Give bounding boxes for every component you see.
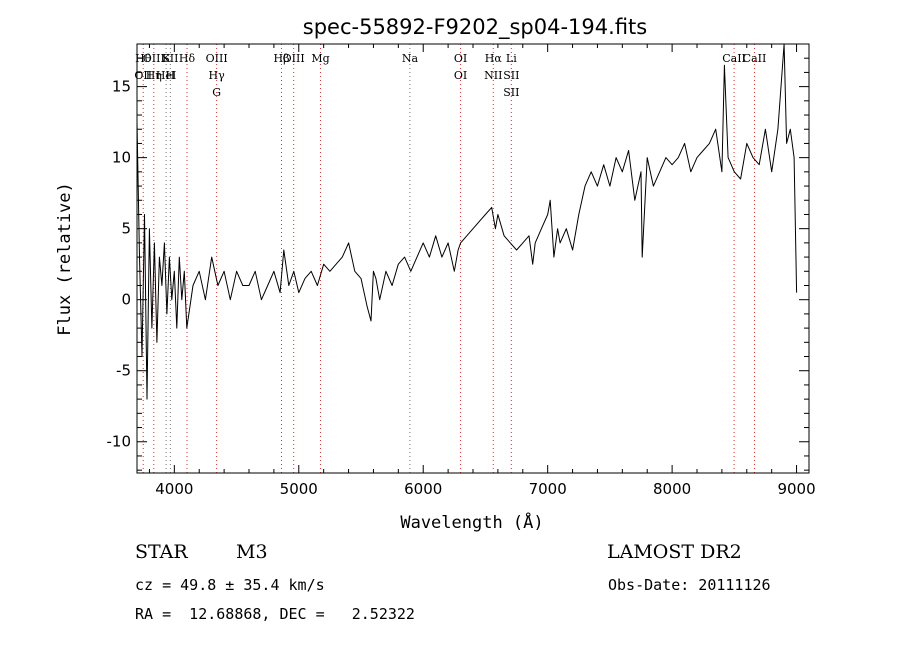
spectral-line-label: CaII <box>722 52 746 65</box>
spectral-line-label: Na <box>402 52 419 65</box>
spectral-line-label: Hδ <box>179 52 196 65</box>
spectral-line-label: K <box>162 52 171 65</box>
spectral-line-label: OIII <box>143 52 165 65</box>
spectral-line-label: G <box>212 86 221 99</box>
x-tick-label: 4000 <box>155 480 193 498</box>
sky-coordinates: RA = 12.68868, DEC = 2.52322 <box>135 605 415 623</box>
x-tick-label: 6000 <box>404 480 442 498</box>
x-tick-label: 9000 <box>777 480 815 498</box>
flux-series-line <box>136 43 798 400</box>
spectral-line-label: Hα <box>485 52 503 65</box>
spectral-line-label: H <box>166 69 176 82</box>
spectral-line-label: OIII <box>206 52 228 65</box>
y-axis-label: Flux (relative) <box>55 182 75 336</box>
spectral-line-label: Li <box>506 52 517 65</box>
spectral-line-label: OI <box>454 52 467 65</box>
spectral-line-label: Mg <box>311 52 329 65</box>
observation-date: Obs-Date: 20111126 <box>608 576 771 594</box>
y-tick-label: 10 <box>112 149 131 167</box>
spectral-line-label: SII <box>162 52 178 65</box>
spectral-line-label: Hθ <box>135 52 152 65</box>
spectral-line-label: OI <box>454 69 467 82</box>
chart-title: spec-55892-F9202_sp04-194.fits <box>303 15 647 40</box>
spectral-line-label: HeI <box>156 69 176 82</box>
plot-frame <box>136 43 810 474</box>
spectral-line-label: OIII <box>283 52 305 65</box>
spectral-line-label: Hγ <box>209 69 226 82</box>
spectral-line-label: Hβ <box>274 52 290 65</box>
survey-name: LAMOST DR2 <box>607 541 742 563</box>
spectral-line-label: Hη <box>146 69 162 82</box>
y-tick-label: -5 <box>116 362 131 380</box>
spectral-line-label: NII <box>484 69 502 82</box>
y-tick-label: 15 <box>112 78 131 96</box>
x-axis-label: Wavelength (Å) <box>400 511 543 533</box>
spectral-line-label: CaII <box>743 52 767 65</box>
y-tick-label: 0 <box>121 291 131 309</box>
object-class: STAR <box>135 541 188 563</box>
object-subclass: M3 <box>236 541 268 563</box>
spectral-line-label: SII <box>503 69 519 82</box>
x-tick-label: 7000 <box>529 480 567 498</box>
y-tick-label: 5 <box>121 220 131 238</box>
x-tick-label: 8000 <box>653 480 691 498</box>
redshift-velocity: cz = 49.8 ± 35.4 km/s <box>135 576 325 594</box>
spectral-line-label: SII <box>503 86 519 99</box>
x-tick-label: 5000 <box>280 480 318 498</box>
y-tick-label: -10 <box>107 433 132 451</box>
